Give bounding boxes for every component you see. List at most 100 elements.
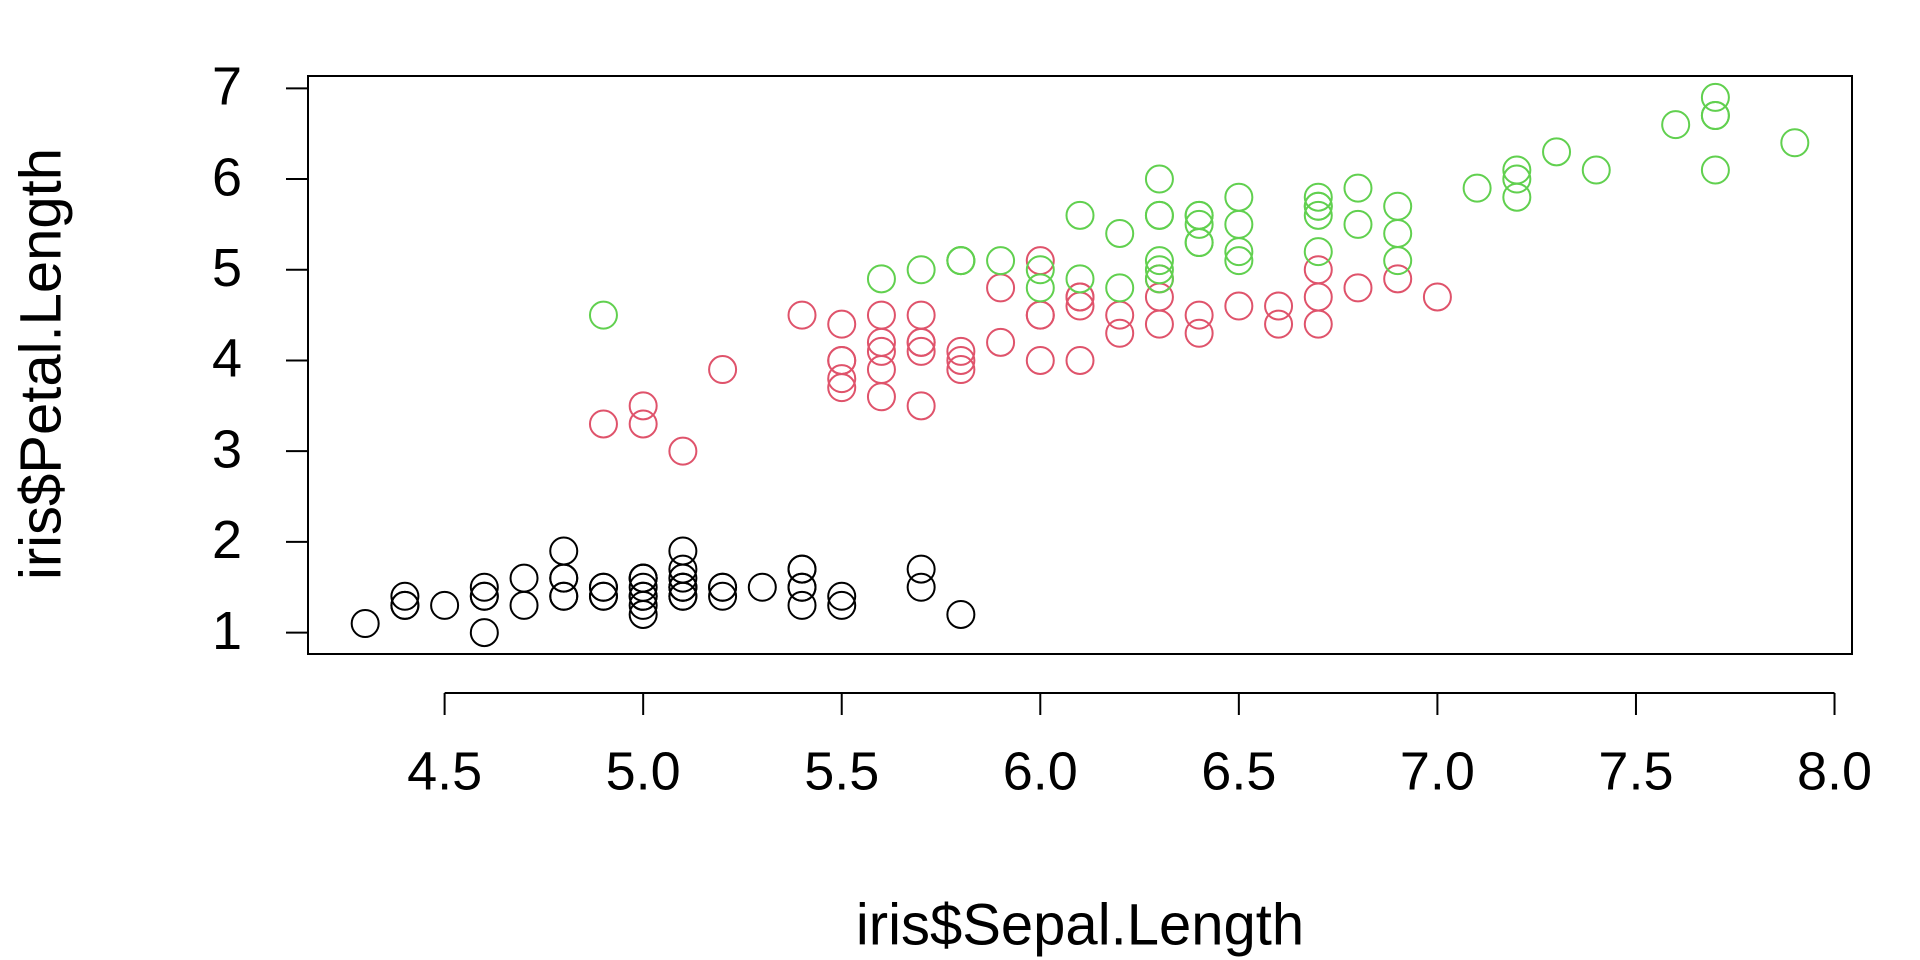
point [1303,237,1333,267]
point [1700,101,1730,131]
point [1105,273,1135,303]
point [1422,282,1452,312]
point [1343,173,1373,203]
point [708,572,738,602]
point [1144,246,1174,276]
point [1303,200,1333,230]
point [628,409,658,439]
point [1343,209,1373,239]
point [1700,155,1730,185]
point [946,345,976,375]
point [509,563,539,593]
point [1343,273,1373,303]
point [1264,309,1294,339]
point [1224,237,1254,267]
point [827,364,857,394]
x-tick-label: 4.5 [407,741,482,801]
y-axis-title: iris$Petal.Length [8,148,73,580]
point [1700,82,1730,112]
point [866,264,896,294]
point [1303,191,1333,221]
point [986,246,1016,276]
point [906,255,936,285]
point [1224,246,1254,276]
point [906,554,936,584]
point [628,581,658,611]
point [628,391,658,421]
y-tick-label: 6 [212,147,242,207]
y-tick-label: 5 [212,238,242,298]
point [946,246,976,276]
point [1065,200,1095,230]
point [946,599,976,629]
point [1184,318,1214,348]
point [1105,318,1135,348]
point [866,327,896,357]
point [1184,300,1214,330]
x-tick-label: 8.0 [1797,741,1872,801]
point [1144,264,1174,294]
point [1303,282,1333,312]
x-axis-title: iris$Sepal.Length [856,892,1304,957]
point [827,309,857,339]
point [1065,345,1095,375]
x-tick-label: 6.5 [1201,741,1276,801]
point [668,436,698,466]
point [588,300,618,330]
point [1661,110,1691,140]
point [350,609,380,639]
y-tick-label: 2 [212,510,242,570]
point [708,581,738,611]
point [1105,218,1135,248]
point [628,563,658,593]
x-tick-label: 5.5 [804,741,879,801]
point [1025,273,1055,303]
point [1502,182,1532,212]
point [1025,255,1055,285]
y-tick-label: 7 [212,57,242,117]
point [430,590,460,620]
point [1144,255,1174,285]
point [1383,264,1413,294]
point [1144,164,1174,194]
point [946,355,976,385]
point [588,409,618,439]
y-tick-label: 4 [212,329,242,389]
point [1065,282,1095,312]
point [1780,128,1810,158]
point [787,572,817,602]
point [906,572,936,602]
point [1144,200,1174,230]
point [986,327,1016,357]
x-tick-label: 7.0 [1400,741,1475,801]
point [906,327,936,357]
point [787,300,817,330]
point [1303,182,1333,212]
x-tick-label: 7.5 [1598,741,1673,801]
point [1065,264,1095,294]
point [668,572,698,602]
point [469,572,499,602]
point [549,581,579,611]
point [1383,246,1413,276]
point [1224,291,1254,321]
point [1184,209,1214,239]
point [668,554,698,584]
point [1581,155,1611,185]
point [1542,137,1572,167]
point [469,618,499,648]
point [946,336,976,366]
point [549,563,579,593]
x-tick-label: 6.0 [1003,741,1078,801]
point [866,336,896,366]
point [827,345,857,375]
point [469,581,499,611]
point [1264,291,1294,321]
point [1184,200,1214,230]
point [1462,173,1492,203]
point [787,590,817,620]
point [827,581,857,611]
point [668,563,698,593]
